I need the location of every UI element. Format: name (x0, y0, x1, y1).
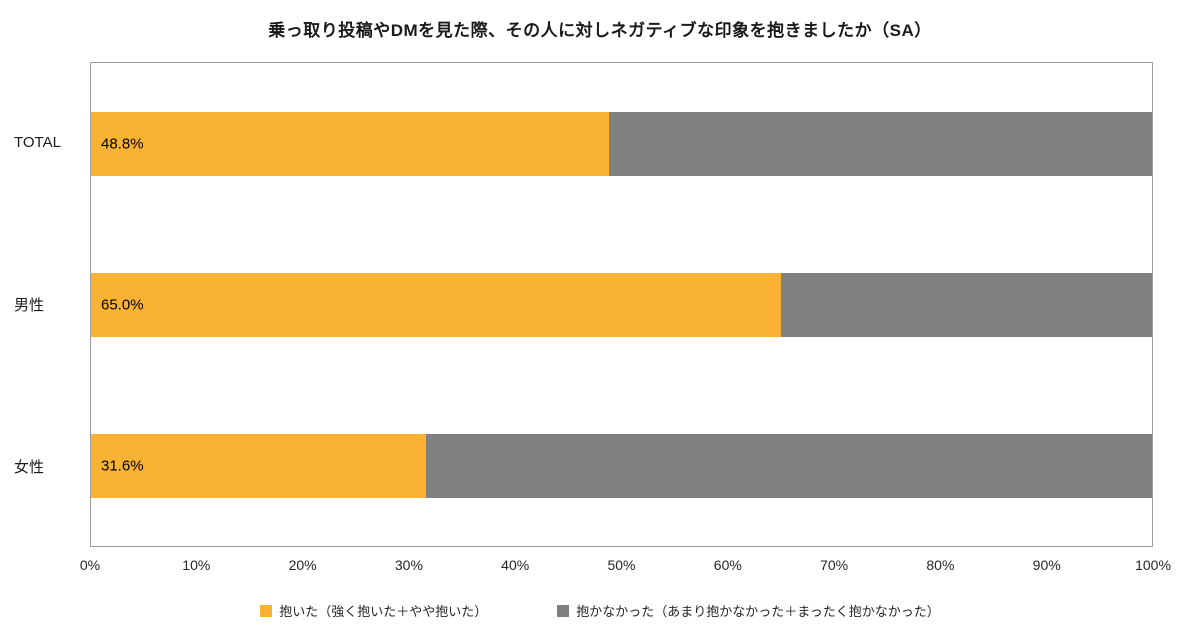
category-label: TOTAL (14, 134, 61, 152)
x-tick-label: 30% (394, 557, 423, 573)
bar-row: 31.6% (91, 385, 1152, 546)
bar-row: 65.0% (91, 224, 1152, 385)
x-tick-label: 60% (713, 557, 742, 573)
bar-segment-held (91, 272, 781, 337)
bar-segment-not-held (426, 433, 1152, 498)
x-tick-label: 70% (820, 557, 849, 573)
x-tick-label: 40% (501, 557, 530, 573)
bar-row: 48.8% (91, 63, 1152, 224)
legend-swatch (260, 604, 273, 617)
legend-label: 抱いた（強く抱いた＋やや抱いた） (279, 604, 488, 619)
x-tick-label: 100% (1135, 557, 1171, 573)
legend-item: 抱かなかった（あまり抱かなかった＋まったく抱かなかった） (557, 601, 940, 620)
legend-swatch (557, 604, 570, 617)
x-axis: 0% 10% 20% 30% 40% 50% 60% 70% 80% 90% 100% (80, 557, 1171, 577)
category-label-row: TOTAL (14, 62, 88, 224)
category-label-row: 女性 (14, 385, 88, 547)
y-axis-labels: TOTAL 男性女性 (14, 62, 88, 547)
stacked-bar: 48.8% (91, 111, 1152, 176)
x-tick-label: 10% (182, 557, 211, 573)
legend: 抱いた（強く抱いた＋やや抱いた） 抱かなかった（あまり抱かなかった＋まったく抱かな… (0, 601, 1200, 620)
chart-title: 乗っ取り投稿やDMを見た際、その人に対しネガティブな印象を抱きましたか（SA） (268, 21, 932, 40)
bar-segment-held (91, 433, 427, 498)
legend-item: 抱いた（強く抱いた＋やや抱いた） (260, 601, 487, 620)
legend-label: 抱かなかった（あまり抱かなかった＋まったく抱かなかった） (576, 604, 940, 619)
value-label: 31.6% (101, 457, 144, 474)
value-label: 65.0% (101, 296, 144, 313)
bar-segment-held (91, 111, 609, 176)
category-label: 男性 (14, 297, 45, 314)
stacked-bar: 65.0% (91, 272, 1152, 337)
x-tick-label: 50% (607, 557, 636, 573)
plot-area: 48.8% 65.0% 31.6% (90, 62, 1153, 547)
category-label: 女性 (14, 458, 45, 476)
x-tick-label: 20% (288, 557, 317, 573)
category-label-row: 男性 (14, 224, 88, 386)
stacked-bar: 31.6% (91, 433, 1152, 498)
value-label: 48.8% (101, 135, 144, 152)
bar-segment-not-held (608, 111, 1152, 176)
bar-segment-not-held (780, 272, 1152, 337)
x-tick-label: 80% (926, 557, 955, 573)
x-tick-label: 90% (1032, 557, 1061, 573)
x-tick-label: 0% (79, 557, 101, 573)
